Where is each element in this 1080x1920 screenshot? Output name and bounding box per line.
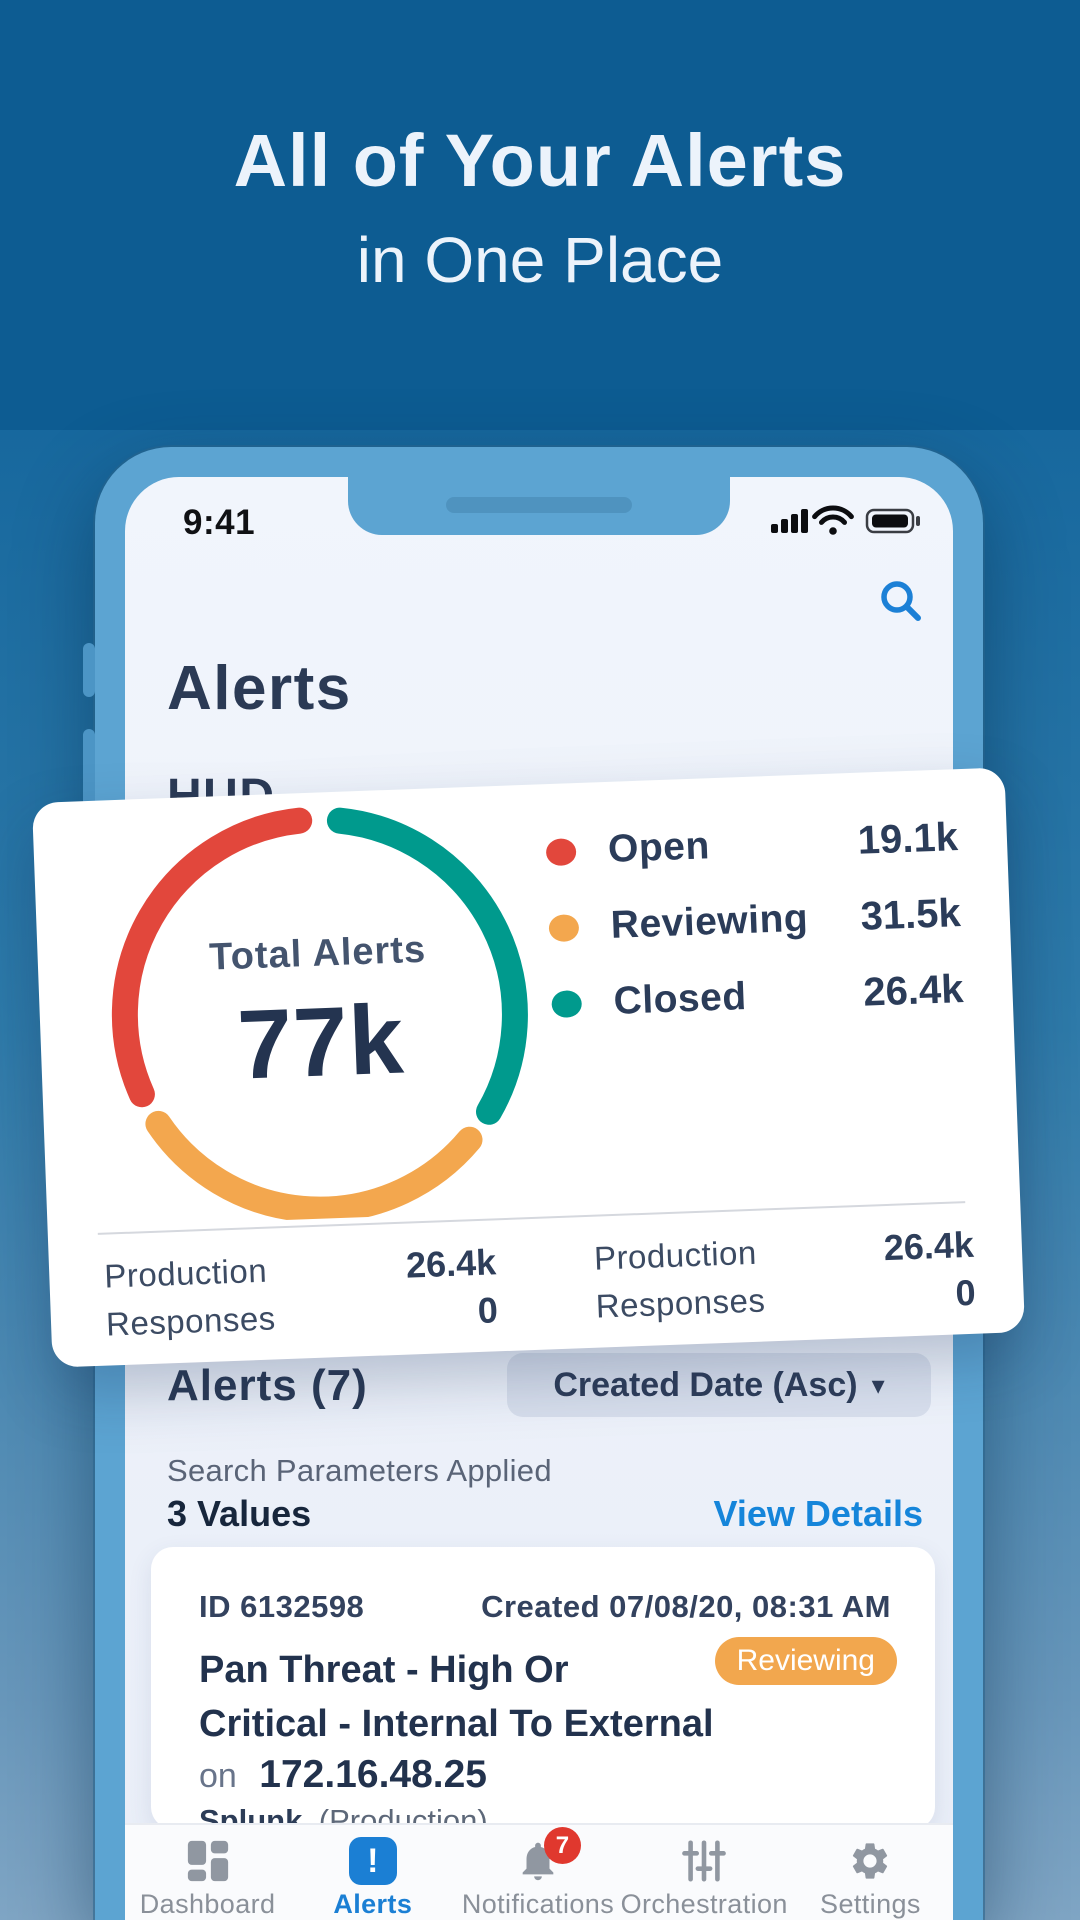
alert-host-line: on 172.16.48.25: [199, 1753, 487, 1797]
stat-values: 26.4k 0: [405, 1238, 499, 1337]
phone-mute-button: [83, 643, 95, 697]
legend-value: 26.4k: [862, 966, 965, 1015]
alerts-icon-glyph: !: [367, 1841, 379, 1880]
on-label: on: [199, 1757, 237, 1795]
footer-stat-group: Production Responses 26.4k 0: [104, 1238, 499, 1348]
signal-icon: [771, 509, 808, 533]
stat-value-top: 26.4k: [405, 1241, 497, 1286]
stat-label: Production Responses: [104, 1246, 277, 1348]
reviewing-dot-icon: [548, 913, 580, 942]
notification-badge: 7: [543, 1827, 581, 1864]
stat-value-bottom: 0: [954, 1271, 977, 1314]
status-icons: [771, 505, 931, 540]
chart-legend: Open 19.1k Reviewing 31.5k Closed 26.4k: [545, 799, 965, 1042]
hero-title: All of Your Alerts in One Place: [0, 118, 1080, 297]
tab-alerts[interactable]: ! Alerts: [290, 1825, 455, 1920]
sort-dropdown[interactable]: Created Date (Asc) ▾: [507, 1353, 931, 1417]
battery-icon: [865, 508, 920, 534]
hero-title-line2: in One Place: [356, 224, 724, 296]
legend-label: Reviewing: [610, 896, 809, 947]
footer-stat-group: Production Responses 26.4k 0: [593, 1221, 976, 1331]
sort-dropdown-label: Created Date (Asc): [553, 1365, 858, 1404]
chevron-down-icon: ▾: [871, 1369, 885, 1400]
stat-label-line1: Production: [103, 1251, 268, 1295]
alert-host-ip: 172.16.48.25: [259, 1753, 487, 1796]
tab-settings[interactable]: Settings: [788, 1825, 953, 1920]
donut-segment-reviewing: [145, 1110, 483, 1223]
alerts-list-header: Alerts (7): [167, 1361, 368, 1410]
bottom-tab-bar: Dashboard ! Alerts 7: [125, 1823, 953, 1920]
search-params-caption: Search Parameters Applied: [167, 1453, 552, 1488]
alert-id: ID 6132598: [199, 1589, 365, 1624]
stat-values: 26.4k 0: [883, 1221, 977, 1320]
alerts-icon: !: [348, 1837, 397, 1885]
legend-label: Open: [607, 824, 711, 871]
alert-title-line1: Pan Threat - High Or: [199, 1649, 569, 1691]
alert-created-date: Created 07/08/20, 08:31 AM: [481, 1589, 891, 1624]
alert-title-line2: Critical - Internal To External: [199, 1703, 714, 1745]
donut-center-text: Total Alerts 77k: [167, 927, 473, 1104]
closed-dot-icon: [551, 989, 583, 1018]
tab-orchestration[interactable]: Orchestration: [621, 1825, 788, 1920]
alert-title: Pan Threat - High Or Critical - Internal…: [199, 1643, 714, 1751]
view-details-link[interactable]: View Details: [713, 1493, 923, 1534]
tab-label-dashboard: Dashboard: [139, 1889, 276, 1919]
sliders-icon: [682, 1840, 727, 1882]
search-icon: [881, 581, 921, 621]
page-title: Alerts: [167, 654, 352, 723]
alert-list-item[interactable]: ID 6132598 Created 07/08/20, 08:31 AM Pa…: [151, 1547, 935, 1838]
status-badge: Reviewing: [714, 1637, 897, 1685]
donut-segment-closed: [326, 807, 528, 1125]
legend-label: Closed: [612, 974, 748, 1023]
hero-title-line1: All of Your Alerts: [233, 119, 847, 202]
total-alerts-chart-card: Total Alerts 77k Open 19.1k Reviewing 31…: [31, 767, 1026, 1368]
donut-center-value: 77k: [235, 983, 407, 1100]
legend-value: 19.1k: [856, 814, 959, 863]
tab-dashboard[interactable]: Dashboard: [125, 1825, 290, 1920]
stat-label: Production Responses: [593, 1229, 766, 1331]
stat-value-bottom: 0: [477, 1289, 499, 1332]
legend-row-closed: Closed 26.4k: [550, 951, 965, 1042]
legend-value: 31.5k: [859, 890, 962, 939]
stat-label-line1: Production: [593, 1233, 758, 1277]
stat-label-line2: Responses: [105, 1299, 277, 1343]
dashboard-icon: [187, 1840, 228, 1882]
wifi-icon: [812, 505, 854, 535]
donut-segment-open: [111, 807, 313, 1108]
stat-value-top: 26.4k: [882, 1223, 975, 1269]
search-button[interactable]: [877, 577, 925, 625]
phone-notch: [348, 477, 730, 535]
tab-label-alerts: Alerts: [333, 1889, 413, 1919]
search-params-count: 3 Values: [167, 1493, 312, 1534]
tab-notifications[interactable]: 7 Notifications: [455, 1825, 620, 1920]
stat-label-line2: Responses: [595, 1281, 766, 1325]
donut-chart: [111, 807, 528, 1223]
phone-speaker: [446, 497, 632, 513]
open-dot-icon: [545, 837, 577, 866]
tab-label-settings: Settings: [820, 1889, 921, 1919]
gear-icon: [853, 1843, 888, 1879]
status-time: 9:41: [183, 503, 256, 542]
tab-label-notifications: Notifications: [461, 1889, 615, 1919]
tab-label-orchestration: Orchestration: [620, 1889, 788, 1919]
